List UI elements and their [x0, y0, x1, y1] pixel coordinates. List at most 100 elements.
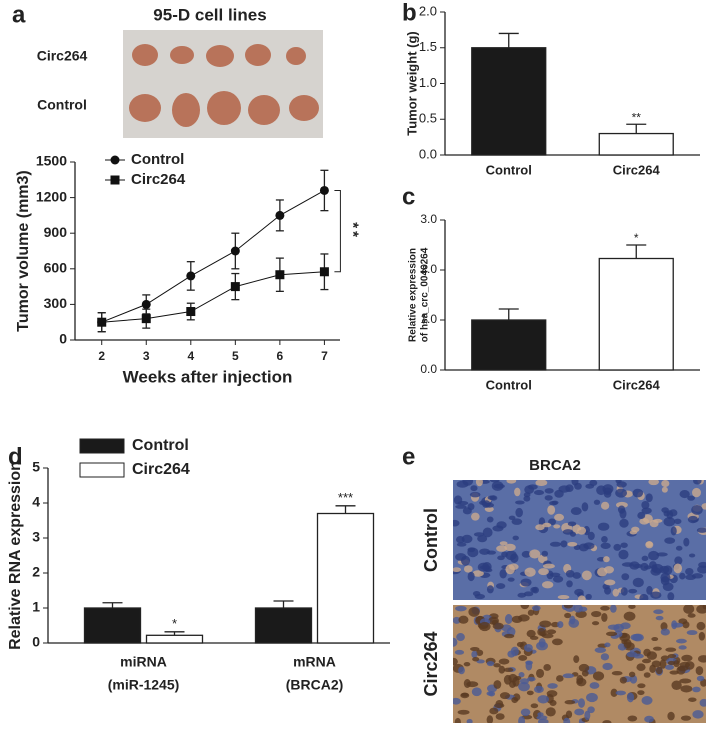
- x-tick-label: 6: [277, 349, 284, 363]
- cell: [591, 621, 600, 626]
- y-tick-label: 600: [44, 260, 68, 276]
- cell: [621, 573, 630, 581]
- cell: [495, 713, 505, 720]
- photo-title: 95-D cell lines: [153, 5, 266, 24]
- marker: [110, 155, 120, 165]
- cell: [670, 526, 677, 536]
- cell: [458, 666, 465, 675]
- cell: [515, 507, 523, 518]
- y-tick-label: 0: [32, 634, 40, 650]
- cell: [549, 572, 561, 577]
- cell: [564, 612, 572, 619]
- cell: [641, 507, 652, 515]
- cell: [642, 514, 653, 524]
- cell: [496, 545, 508, 552]
- cell: [520, 605, 530, 610]
- cell: [610, 688, 618, 697]
- cell: [566, 580, 573, 588]
- cell: [504, 633, 515, 639]
- cell: [505, 564, 515, 575]
- cell: [547, 505, 556, 515]
- legend-label: Control: [132, 437, 189, 454]
- cell: [496, 521, 507, 529]
- cell: [517, 592, 527, 598]
- cell: [572, 572, 582, 579]
- cell: [692, 710, 704, 719]
- cell: [468, 607, 480, 617]
- y-tick-label: 1500: [36, 153, 67, 169]
- cell: [536, 641, 548, 651]
- cell: [683, 605, 695, 614]
- significance: *: [172, 616, 177, 631]
- cell: [521, 550, 531, 558]
- cell: [649, 664, 656, 673]
- cell: [530, 703, 539, 709]
- cell: [518, 672, 525, 678]
- cell: [641, 555, 649, 562]
- cell: [466, 718, 473, 723]
- cell: [699, 698, 706, 707]
- cell: [470, 646, 480, 652]
- cell: [628, 588, 638, 594]
- cell: [467, 547, 476, 553]
- cell: [685, 574, 696, 581]
- cell: [626, 692, 635, 703]
- cell: [541, 633, 554, 639]
- cell: [471, 650, 478, 659]
- cell: [477, 535, 488, 543]
- marker: [186, 271, 196, 281]
- cell: [659, 659, 667, 669]
- cell: [526, 690, 534, 696]
- cell: [543, 663, 551, 671]
- cell: [553, 524, 561, 529]
- cell: [636, 663, 646, 672]
- cell: [469, 491, 481, 498]
- cell: [628, 605, 636, 609]
- cell: [641, 696, 653, 705]
- y-axis-label: Relative RNA expression: [7, 461, 24, 650]
- x-tick-label: Control: [486, 162, 532, 177]
- cell: [524, 643, 533, 652]
- cell: [454, 717, 461, 723]
- cell: [458, 615, 469, 624]
- cell: [573, 605, 583, 613]
- cell: [688, 553, 696, 558]
- y-tick-label: 3.0: [420, 212, 437, 226]
- cell: [544, 488, 554, 494]
- cell: [651, 637, 659, 642]
- cell: [696, 675, 705, 682]
- cell: [653, 609, 664, 615]
- y-axis-label: of hsa_crc_0046264: [420, 247, 431, 342]
- legend-swatch: [79, 462, 125, 478]
- cell: [475, 480, 483, 487]
- cell: [613, 630, 623, 638]
- cell: [514, 487, 521, 497]
- cell: [644, 715, 654, 723]
- cell: [592, 671, 605, 681]
- cell: [553, 575, 564, 583]
- cell: [696, 621, 706, 631]
- cell: [645, 541, 654, 549]
- cell: [463, 679, 471, 688]
- cell: [524, 485, 535, 494]
- cell: [604, 566, 614, 574]
- cell: [510, 553, 519, 563]
- cell: [597, 522, 610, 531]
- cell: [587, 531, 595, 541]
- cell: [494, 703, 505, 709]
- bar: [598, 257, 674, 371]
- y-axis-label: Tumor weight (g): [404, 31, 419, 135]
- cell: [482, 500, 491, 508]
- cell: [698, 631, 706, 641]
- cell: [607, 624, 620, 630]
- cell: [518, 681, 530, 692]
- legend-label: Circ264: [131, 171, 186, 188]
- cell: [472, 591, 481, 597]
- cell: [562, 673, 575, 679]
- cell: [600, 542, 611, 549]
- cell: [691, 504, 703, 515]
- y-tick-label: 1.5: [419, 39, 437, 54]
- cell: [683, 537, 690, 547]
- cell: [673, 563, 683, 574]
